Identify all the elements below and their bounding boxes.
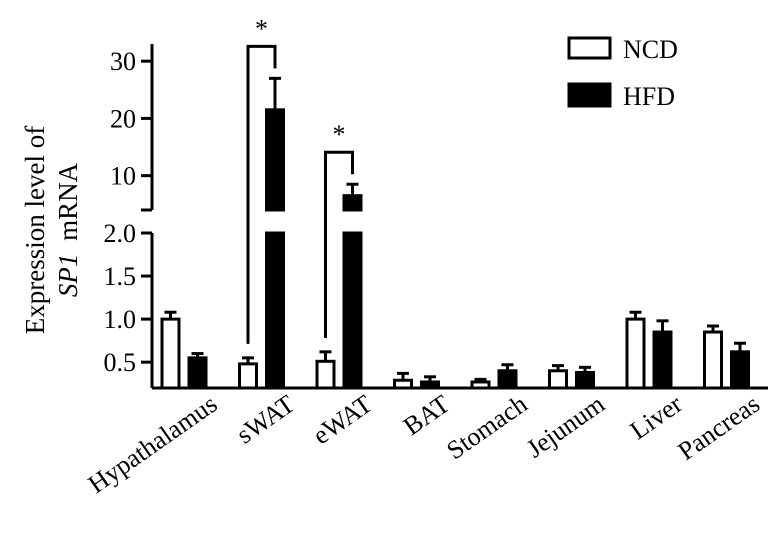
bar-hfd-pancreas: [730, 350, 750, 390]
legend-swatch-hfd: [567, 82, 612, 108]
x-tick-label-liver: Liver: [625, 389, 688, 445]
bar-hfd-swat-upper: [265, 108, 285, 212]
tick-labels-layer: 0.5 1.0 1.5 2.0 10 20 30: [104, 47, 137, 377]
x-tick-label-hypathalamus: Hypathalamus: [83, 389, 223, 499]
y-axis-label-suffix: mRNA: [53, 162, 83, 241]
bar-hfd-liver: [652, 330, 673, 390]
significance-marker-ewat: *: [333, 120, 346, 149]
bar-ncd-jejunum: [548, 369, 568, 390]
bar-hfd-ewat-upper: [342, 194, 363, 212]
y-tick-1-0-label: 1.0: [104, 305, 137, 334]
bar-hfd-swat-lower: [265, 231, 285, 390]
x-tick-label-stomach: Stomach: [441, 389, 532, 465]
y-tick-1-5-label: 1.5: [104, 262, 137, 291]
bar-hfd-stomach: [497, 369, 518, 390]
bar-hfd-hypathalamus: [187, 356, 208, 390]
x-tick-label-jejunum: Jejunum: [521, 389, 610, 463]
legend: NCD HFD: [567, 35, 678, 111]
bar-ncd-hypathalamus: [160, 317, 181, 390]
legend-swatch-ncd: [567, 36, 612, 60]
x-tick-label-pancreas: Pancreas: [673, 389, 765, 466]
x-tick-label-swat: sWAT: [231, 389, 300, 449]
bar-ncd-ewat: [315, 359, 336, 390]
y-axis-label-prefix: Expression level of: [20, 126, 50, 334]
legend-label-hfd: HFD: [623, 82, 675, 111]
legend-label-ncd: NCD: [623, 35, 678, 64]
y-axis-label: Expression level of: [20, 126, 50, 334]
y-axis-gene-name: SP1: [53, 254, 83, 298]
bar-hfd-ewat-lower: [342, 231, 363, 390]
bars-layer: [160, 76, 750, 390]
significance-bracket-swat: [246, 44, 277, 344]
y-tick-2-0-label: 2.0: [104, 219, 137, 248]
significance-bracket-ewat: [324, 150, 354, 338]
y-tick-30-label: 30: [110, 47, 136, 76]
bar-hfd-jejunum: [575, 371, 595, 390]
y-tick-0-5-label: 0.5: [104, 348, 137, 377]
significance-layer: **: [246, 14, 354, 344]
x-tick-label-bat: BAT: [398, 389, 455, 441]
bar-ncd-liver: [625, 317, 646, 390]
axes-layer: [141, 44, 768, 390]
y-tick-10-label: 10: [110, 162, 136, 191]
bar-ncd-pancreas: [703, 330, 723, 390]
x-tick-label-ewat: eWAT: [308, 389, 378, 450]
y-tick-20-label: 20: [110, 104, 136, 133]
bar-ncd-swat: [238, 362, 258, 390]
y-axis-label-line2: SP1 mRNA: [53, 162, 83, 297]
significance-marker-swat: *: [255, 14, 268, 43]
